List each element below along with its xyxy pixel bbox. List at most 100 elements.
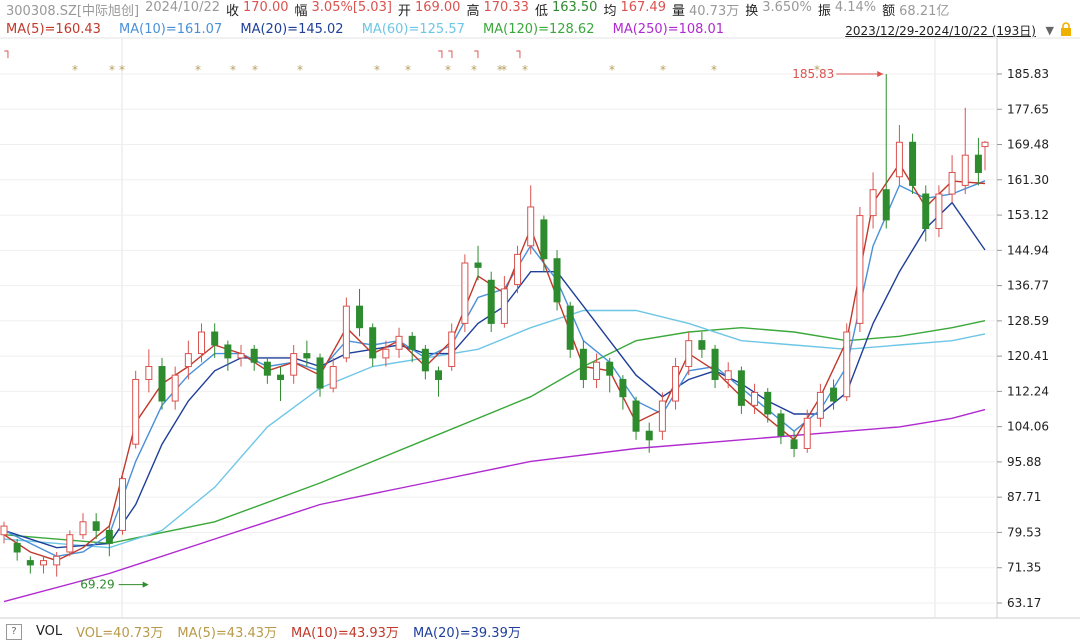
candle-body <box>909 141 917 186</box>
candle-body <box>13 542 21 553</box>
star-marker: * <box>501 63 507 77</box>
quote-date: 2024/10/22 <box>145 0 220 15</box>
y-tick-label: 71.35 <box>1007 561 1041 575</box>
candle-body <box>698 340 706 350</box>
candle-body <box>448 331 456 368</box>
candle-body <box>26 560 34 566</box>
candle-body <box>487 279 495 324</box>
help-icon[interactable]: ? <box>6 623 22 640</box>
ma250-legend[interactable]: MA(250)=108.01 <box>612 22 725 37</box>
change-label: 幅 <box>294 4 308 19</box>
candle-body <box>79 521 87 536</box>
candle-body <box>514 253 522 286</box>
candle-body <box>303 353 311 359</box>
high-value: 170.33 <box>483 0 529 15</box>
flag-marker: ┐ <box>437 44 445 58</box>
star-marker: * <box>711 63 717 77</box>
candles <box>0 74 989 577</box>
star-marker: * <box>297 63 303 77</box>
avg-value: 167.49 <box>620 0 666 15</box>
y-tick-label: 169.48 <box>1007 138 1049 152</box>
candle-body <box>922 193 930 230</box>
y-tick-label: 153.12 <box>1007 208 1049 222</box>
change-value: 3.05%[5.03] <box>311 0 392 15</box>
candle-body <box>856 215 864 324</box>
candle-body <box>461 262 469 324</box>
candle-body <box>198 331 206 355</box>
candle-body <box>211 331 219 346</box>
ma20-legend[interactable]: MA(20)=145.02 <box>240 22 344 37</box>
flag-marker: ┐ <box>447 44 455 58</box>
candle-body <box>237 353 245 359</box>
high-label: 185.83 <box>792 67 834 81</box>
y-tick-label: 87.71 <box>1007 490 1041 504</box>
date-range-selector[interactable]: 2023/12/29-2024/10/22 (193日) <box>845 24 1036 38</box>
flag-marker: ┐ <box>473 44 481 58</box>
annotations: 185.83 69.29 <box>80 67 884 592</box>
candle-body <box>685 340 693 368</box>
vol-ma10: MA(10)=43.93万 <box>291 626 399 641</box>
vol-label[interactable]: VOL <box>36 624 63 639</box>
star-marker: * <box>471 63 477 77</box>
turnover-label: 换 <box>745 4 759 19</box>
star-marker: * <box>660 63 666 77</box>
candle-body <box>672 366 680 402</box>
candle-body <box>593 361 601 380</box>
ma-lines <box>3 162 986 603</box>
candle-body <box>158 366 166 402</box>
ma60-legend[interactable]: MA(60)=125.57 <box>361 22 465 37</box>
star-marker: * <box>405 63 411 77</box>
star-marker: * <box>72 63 78 77</box>
amplitude-value: 4.14% <box>834 0 877 15</box>
candle-body <box>53 555 61 566</box>
ma120-legend[interactable]: MA(120)=128.62 <box>483 22 595 37</box>
star-marker: * <box>814 63 820 77</box>
candle-body <box>948 171 956 195</box>
y-tick-label: 79.53 <box>1007 525 1041 539</box>
candle-body <box>184 353 192 368</box>
flag-marker: ┐ <box>3 44 11 58</box>
y-tick-label: 95.88 <box>1007 455 1041 469</box>
ma10-legend[interactable]: MA(10)=161.07 <box>119 22 223 37</box>
candle-body <box>724 370 732 380</box>
y-tick-label: 112.24 <box>1007 384 1049 398</box>
high-label: 高 <box>466 4 480 19</box>
high-arrowhead <box>877 71 884 77</box>
stock-code[interactable]: 300308.SZ[中际旭创] <box>6 4 140 19</box>
y-tick-label: 185.83 <box>1007 67 1049 81</box>
candle-body <box>711 348 719 380</box>
star-marker: * <box>109 63 115 77</box>
ma120-line <box>3 320 986 545</box>
candle-body <box>737 370 745 406</box>
quote-header: 300308.SZ[中际旭创] 2024/10/22 收 170.00 幅 3.05… <box>6 0 955 19</box>
candle-body <box>658 400 666 432</box>
star-marker: * <box>252 63 258 77</box>
candle-body <box>830 387 838 402</box>
candle-body <box>843 331 851 398</box>
volume-legend: ? VOL VOL=40.73万 MA(5)=43.43万 MA(10)=43.… <box>6 622 535 641</box>
candle-body <box>0 525 8 536</box>
candle-body <box>369 327 377 359</box>
chevron-down-icon[interactable]: ▼ <box>1045 24 1054 37</box>
ma5-legend[interactable]: MA(5)=160.43 <box>6 22 101 37</box>
volume-label: 量 <box>671 4 685 19</box>
candle-body <box>816 391 824 419</box>
candle-body <box>645 430 653 441</box>
open-label: 开 <box>397 4 411 19</box>
candle-body <box>290 353 298 376</box>
y-tick-label: 177.65 <box>1007 102 1049 116</box>
lock-icon[interactable] <box>1060 22 1072 36</box>
star-marker: * <box>230 63 236 77</box>
candle-body <box>342 305 350 359</box>
candle-body <box>632 400 640 432</box>
candle-body <box>277 374 285 380</box>
avg-label: 均 <box>603 4 617 19</box>
candle-body <box>250 348 258 363</box>
low-value: 163.50 <box>551 0 598 15</box>
amplitude-label: 振 <box>817 4 831 19</box>
candle-body <box>395 335 403 350</box>
ma60-line <box>3 309 986 549</box>
candle-body <box>382 348 390 359</box>
star-marker: * <box>119 63 125 77</box>
